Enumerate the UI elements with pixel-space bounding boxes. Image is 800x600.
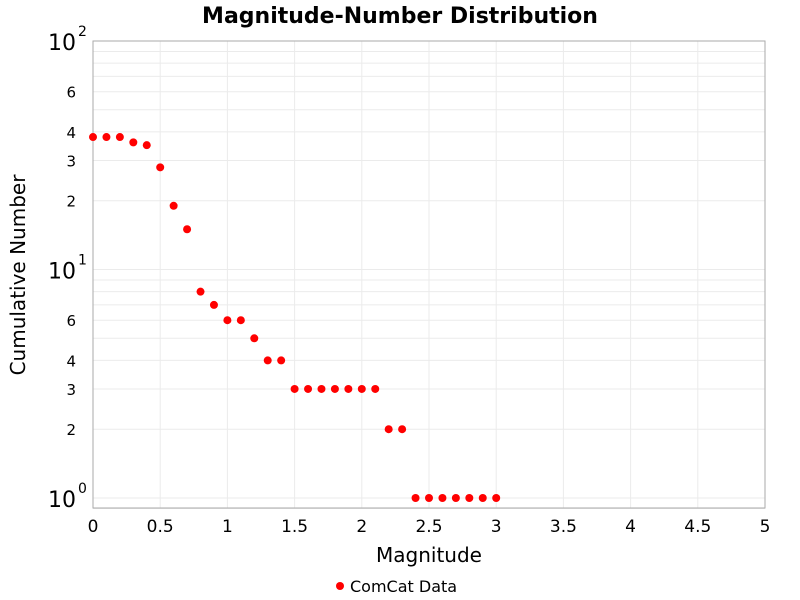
data-point — [492, 494, 501, 502]
plot-area — [92, 40, 766, 509]
data-point — [344, 384, 353, 393]
y-minor-tick-label: 6 — [66, 84, 76, 102]
data-point — [317, 384, 326, 393]
data-point — [277, 356, 286, 365]
data-point — [398, 425, 407, 434]
x-tick-label: 4 — [625, 517, 636, 537]
data-point — [290, 384, 299, 393]
data-point — [250, 334, 259, 343]
y-tick-exponent: 2 — [78, 24, 87, 40]
data-point — [89, 133, 97, 142]
x-tick-label: 5 — [760, 517, 771, 537]
data-point — [263, 356, 272, 365]
x-tick-label: 1 — [222, 517, 233, 537]
data-point — [411, 494, 420, 502]
data-point — [156, 163, 165, 172]
x-tick-label: 0.5 — [147, 517, 174, 537]
data-point — [465, 494, 474, 502]
y-minor-tick-label: 2 — [66, 193, 76, 211]
y-minor-tick-label: 3 — [66, 381, 76, 399]
data-point — [357, 384, 366, 393]
data-point — [438, 494, 447, 502]
y-tick-exponent: 0 — [78, 481, 87, 497]
data-point — [196, 287, 205, 296]
x-axis-label: Magnitude — [376, 543, 482, 567]
y-minor-tick-label: 3 — [66, 152, 76, 170]
data-point — [425, 494, 433, 502]
x-tick-label: 0 — [88, 517, 99, 537]
x-tick-label: 4.5 — [684, 517, 711, 537]
data-point — [115, 133, 124, 142]
data-point — [330, 384, 339, 393]
x-tick-label: 3.5 — [550, 517, 577, 537]
data-point — [371, 384, 380, 393]
x-tick-label: 1.5 — [281, 517, 308, 537]
data-point — [169, 201, 178, 210]
data-point — [142, 141, 151, 150]
y-minor-tick-label: 6 — [66, 312, 76, 330]
y-minor-tick-label: 2 — [66, 421, 76, 439]
x-tick-label: 2.5 — [415, 517, 442, 537]
y-minor-tick-label: 4 — [66, 124, 76, 142]
x-axis: 0 0.5 1 1.5 2 2.5 3 3.5 4 4.5 5 — [88, 517, 771, 537]
data-point — [223, 316, 232, 325]
data-point — [304, 384, 313, 393]
data-point — [209, 300, 218, 309]
legend: ComCat Data — [336, 577, 457, 596]
y-minor-tick-label: 4 — [66, 352, 76, 370]
y-tick-label: 10 — [48, 31, 76, 56]
data-point — [451, 494, 460, 502]
y-tick-label: 10 — [48, 488, 76, 513]
x-tick-label: 3 — [491, 517, 502, 537]
y-tick-exponent: 1 — [78, 253, 87, 269]
data-point — [183, 225, 192, 234]
chart-title: Magnitude-Number Distribution — [202, 4, 598, 29]
y-axis-label: Cumulative Number — [6, 174, 30, 376]
data-point — [236, 316, 245, 325]
data-points — [89, 133, 501, 502]
y-tick-label: 10 — [48, 260, 76, 285]
data-point — [102, 133, 111, 142]
legend-marker — [336, 582, 344, 590]
grid — [92, 40, 766, 509]
data-point — [129, 138, 138, 147]
legend-label: ComCat Data — [350, 577, 457, 596]
data-point — [384, 425, 393, 434]
x-tick-label: 2 — [356, 517, 367, 537]
data-point — [478, 494, 487, 502]
